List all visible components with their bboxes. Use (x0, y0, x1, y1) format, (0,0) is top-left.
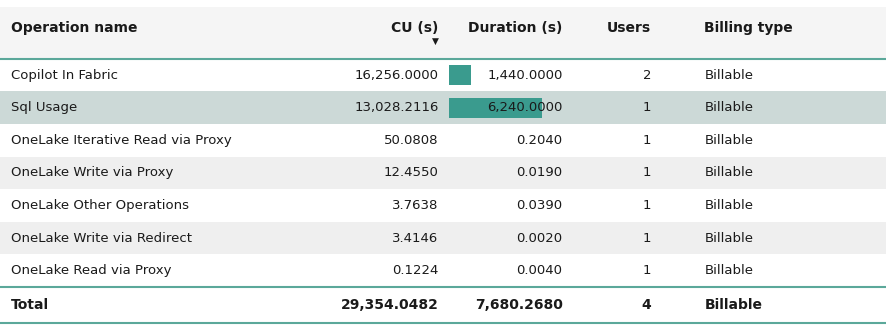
Text: 0.0390: 0.0390 (517, 199, 563, 212)
Text: Total: Total (11, 298, 49, 312)
Text: 2: 2 (642, 69, 651, 82)
Text: OneLake Read via Proxy: OneLake Read via Proxy (11, 264, 171, 277)
Text: 50.0808: 50.0808 (384, 134, 439, 147)
Bar (0, 59, 886, 91)
Text: Billable: Billable (704, 298, 762, 312)
Bar (449, 65, 470, 85)
Text: 0.2040: 0.2040 (517, 134, 563, 147)
Text: Billable: Billable (704, 101, 753, 114)
Text: Billable: Billable (704, 69, 753, 82)
Text: Billable: Billable (704, 134, 753, 147)
Text: 3.7638: 3.7638 (392, 199, 439, 212)
Bar (0, 222, 886, 254)
Text: ▼: ▼ (431, 37, 439, 46)
Text: 1: 1 (642, 134, 651, 147)
Text: 7,680.2680: 7,680.2680 (475, 298, 563, 312)
Text: Billable: Billable (704, 199, 753, 212)
Text: 0.1224: 0.1224 (392, 264, 439, 277)
Bar (0, 124, 886, 157)
Bar (0, 189, 886, 222)
Text: 1: 1 (642, 264, 651, 277)
Text: 6,240.0000: 6,240.0000 (487, 101, 563, 114)
Bar (449, 98, 542, 117)
Text: 3.4146: 3.4146 (392, 232, 439, 245)
Text: Copilot In Fabric: Copilot In Fabric (11, 69, 118, 82)
Text: 0.0020: 0.0020 (517, 232, 563, 245)
Text: 1,440.0000: 1,440.0000 (487, 69, 563, 82)
Text: 29,354.0482: 29,354.0482 (341, 298, 439, 312)
Text: 16,256.0000: 16,256.0000 (354, 69, 439, 82)
Text: OneLake Iterative Read via Proxy: OneLake Iterative Read via Proxy (11, 134, 231, 147)
Text: Operation name: Operation name (11, 21, 137, 35)
Text: Billable: Billable (704, 232, 753, 245)
Text: OneLake Other Operations: OneLake Other Operations (11, 199, 189, 212)
Text: 4: 4 (641, 298, 651, 312)
Text: 1: 1 (642, 166, 651, 180)
Text: 1: 1 (642, 101, 651, 114)
Bar (0, 254, 886, 287)
Text: 1: 1 (642, 232, 651, 245)
Bar (0, 287, 886, 323)
Text: 1: 1 (642, 199, 651, 212)
Text: 0.0040: 0.0040 (517, 264, 563, 277)
Text: Sql Usage: Sql Usage (11, 101, 77, 114)
Bar (0, 91, 886, 124)
Text: Duration (s): Duration (s) (468, 21, 563, 35)
Text: Billing type: Billing type (704, 21, 793, 35)
Text: CU (s): CU (s) (392, 21, 439, 35)
Text: 0.0190: 0.0190 (517, 166, 563, 180)
Text: 13,028.2116: 13,028.2116 (354, 101, 439, 114)
Text: Billable: Billable (704, 264, 753, 277)
Bar (0, 157, 886, 189)
Bar (0, 7, 886, 59)
Text: Billable: Billable (704, 166, 753, 180)
Text: OneLake Write via Redirect: OneLake Write via Redirect (11, 232, 191, 245)
Text: OneLake Write via Proxy: OneLake Write via Proxy (11, 166, 173, 180)
Text: Users: Users (607, 21, 651, 35)
Text: 12.4550: 12.4550 (384, 166, 439, 180)
